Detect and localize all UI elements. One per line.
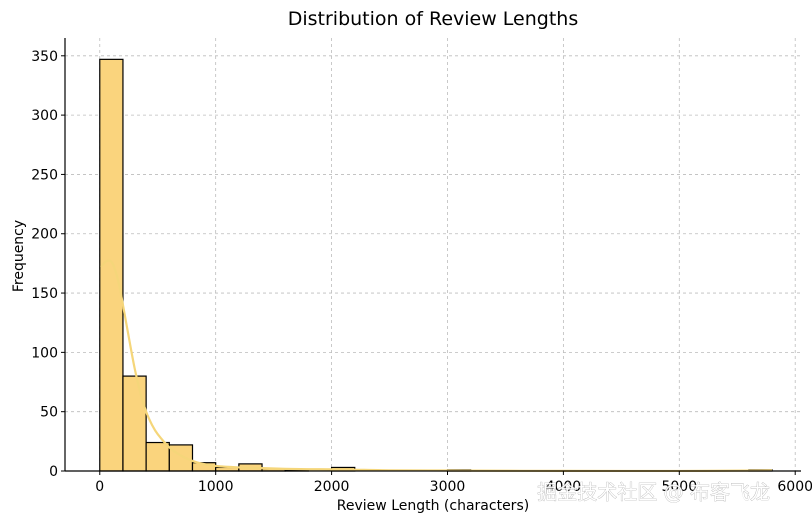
x-axis-title: Review Length (characters) <box>337 498 529 514</box>
histogram-bar-2 <box>145 441 170 472</box>
y-tick-label-5: 250 <box>31 167 58 183</box>
y-tick-label-4: 200 <box>31 227 58 243</box>
grid-lines <box>65 38 801 472</box>
y-axis-ticks: 0 50 100 150 200 250 300 350 <box>31 49 65 480</box>
x-tick-label-2: 2000 <box>314 479 350 495</box>
histogram-bar-1 <box>122 375 147 472</box>
x-axis-ticks: 0 1000 2000 3000 4000 5000 6000 <box>95 471 812 495</box>
x-tick-label-6: 6000 <box>777 479 812 495</box>
y-axis-title: Frequency <box>11 220 27 292</box>
axes <box>64 38 801 472</box>
x-tick-label-0: 0 <box>95 479 104 495</box>
y-tick-label-2: 100 <box>31 345 58 361</box>
x-tick-label-5: 5000 <box>661 479 697 495</box>
watermark: 掘金技术社区 @ 布客飞龙 <box>537 480 770 504</box>
x-tick-label-3: 3000 <box>430 479 466 495</box>
y-tick-label-3: 150 <box>31 286 58 302</box>
y-tick-label-7: 350 <box>31 49 58 65</box>
x-tick-label-1: 1000 <box>198 479 234 495</box>
chart-title: Distribution of Review Lengths <box>288 8 579 30</box>
histogram-bars <box>99 58 773 472</box>
kde-curve <box>100 259 773 473</box>
y-tick-label-0: 0 <box>49 464 58 480</box>
y-tick-label-6: 300 <box>31 108 58 124</box>
x-tick-label-4: 4000 <box>546 479 582 495</box>
y-tick-label-1: 50 <box>40 405 58 421</box>
